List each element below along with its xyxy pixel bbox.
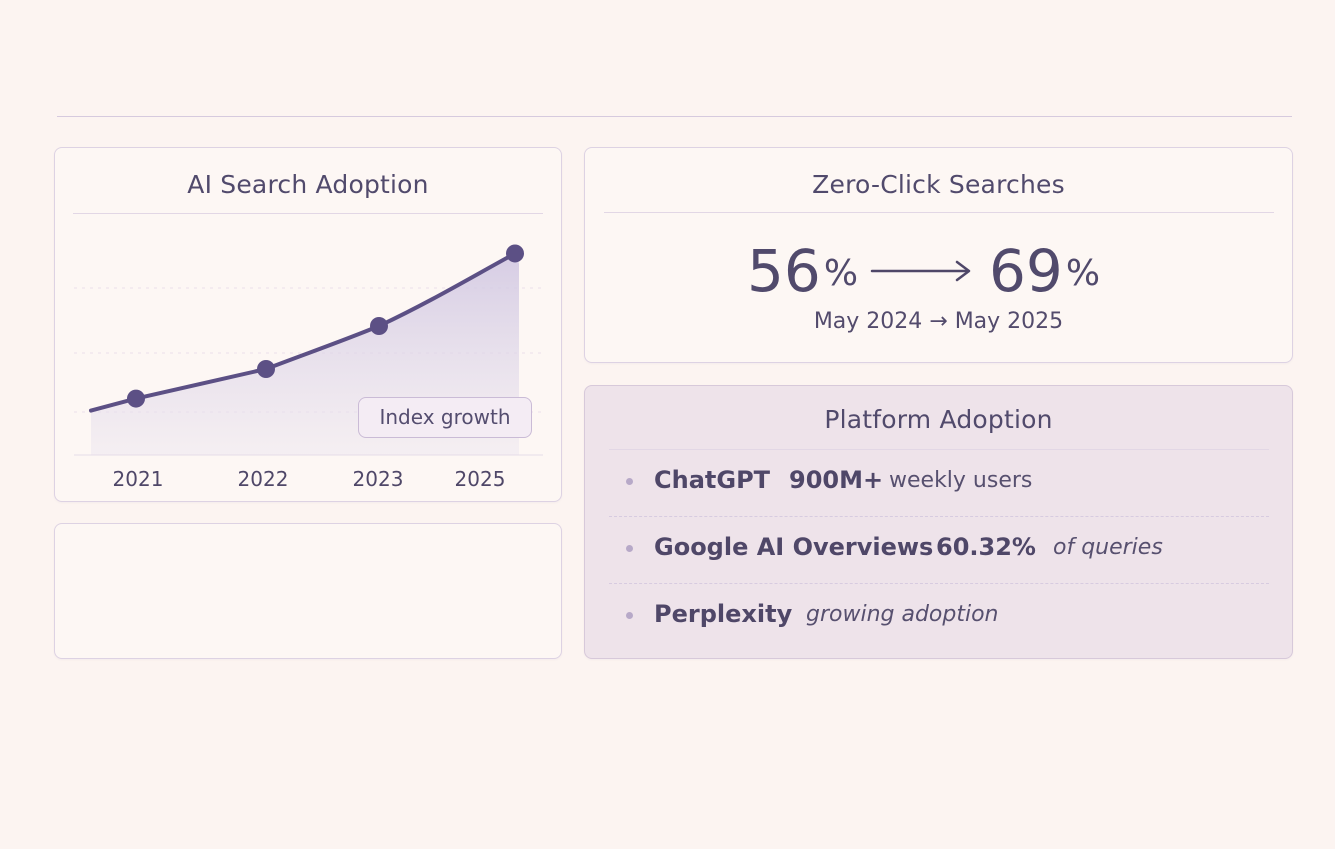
zero-click-to-number: 69 bbox=[989, 237, 1063, 305]
platform-row-chatgpt: ChatGPT 900M+ weekly users bbox=[609, 450, 1269, 517]
bullet-icon bbox=[626, 478, 633, 485]
index-growth-annotation: Index growth bbox=[358, 397, 532, 438]
platform-adoption-list: ChatGPT 900M+ weekly users Google AI Ove… bbox=[609, 450, 1269, 651]
empty-card bbox=[54, 523, 562, 659]
platform-adoption-card bbox=[584, 385, 1293, 659]
zero-click-to-percent: % bbox=[1065, 253, 1101, 294]
platform-description-chatgpt: weekly users bbox=[889, 468, 1033, 493]
platform-description-perplexity: growing adoption bbox=[806, 602, 999, 627]
ai-search-adoption-card bbox=[54, 147, 562, 502]
zero-click-searches-card bbox=[584, 147, 1293, 363]
platform-adoption-title: Platform Adoption bbox=[824, 405, 1053, 434]
platform-name-perplexity: Perplexity bbox=[654, 600, 793, 628]
bullet-icon bbox=[626, 545, 633, 552]
platform-row-google-ai-overviews: Google AI Overviews 60.32% of queries bbox=[609, 517, 1269, 584]
zero-click-to-value: 69% bbox=[989, 236, 1100, 309]
platform-row-perplexity: Perplexity growing adoption bbox=[609, 584, 1269, 651]
ai-search-adoption-title: AI Search Adoption bbox=[187, 170, 429, 199]
platform-name-chatgpt: ChatGPT bbox=[654, 466, 771, 494]
zero-click-from-value: 56% bbox=[747, 236, 858, 309]
zero-click-period: May 2024 → May 2025 bbox=[813, 309, 1064, 334]
zero-click-from-percent: % bbox=[823, 253, 859, 294]
zero-click-from-number: 56 bbox=[747, 237, 821, 305]
platform-stat-google-ai-overviews: 60.32% bbox=[936, 533, 1036, 561]
zero-click-searches-title: Zero-Click Searches bbox=[812, 170, 1065, 199]
arrow-right-icon bbox=[870, 260, 971, 282]
platform-title-divider bbox=[609, 449, 1269, 450]
platform-name-google-ai-overviews: Google AI Overviews bbox=[654, 533, 934, 561]
bullet-icon bbox=[626, 612, 633, 619]
platform-description-google-ai-overviews: of queries bbox=[1053, 535, 1163, 560]
zero-click-title-divider bbox=[604, 212, 1274, 213]
ai-search-title-divider bbox=[73, 213, 543, 214]
platform-stat-chatgpt: 900M+ bbox=[789, 466, 884, 494]
top-divider bbox=[57, 116, 1292, 117]
zero-click-comparison: 56% 69% bbox=[716, 236, 1134, 306]
